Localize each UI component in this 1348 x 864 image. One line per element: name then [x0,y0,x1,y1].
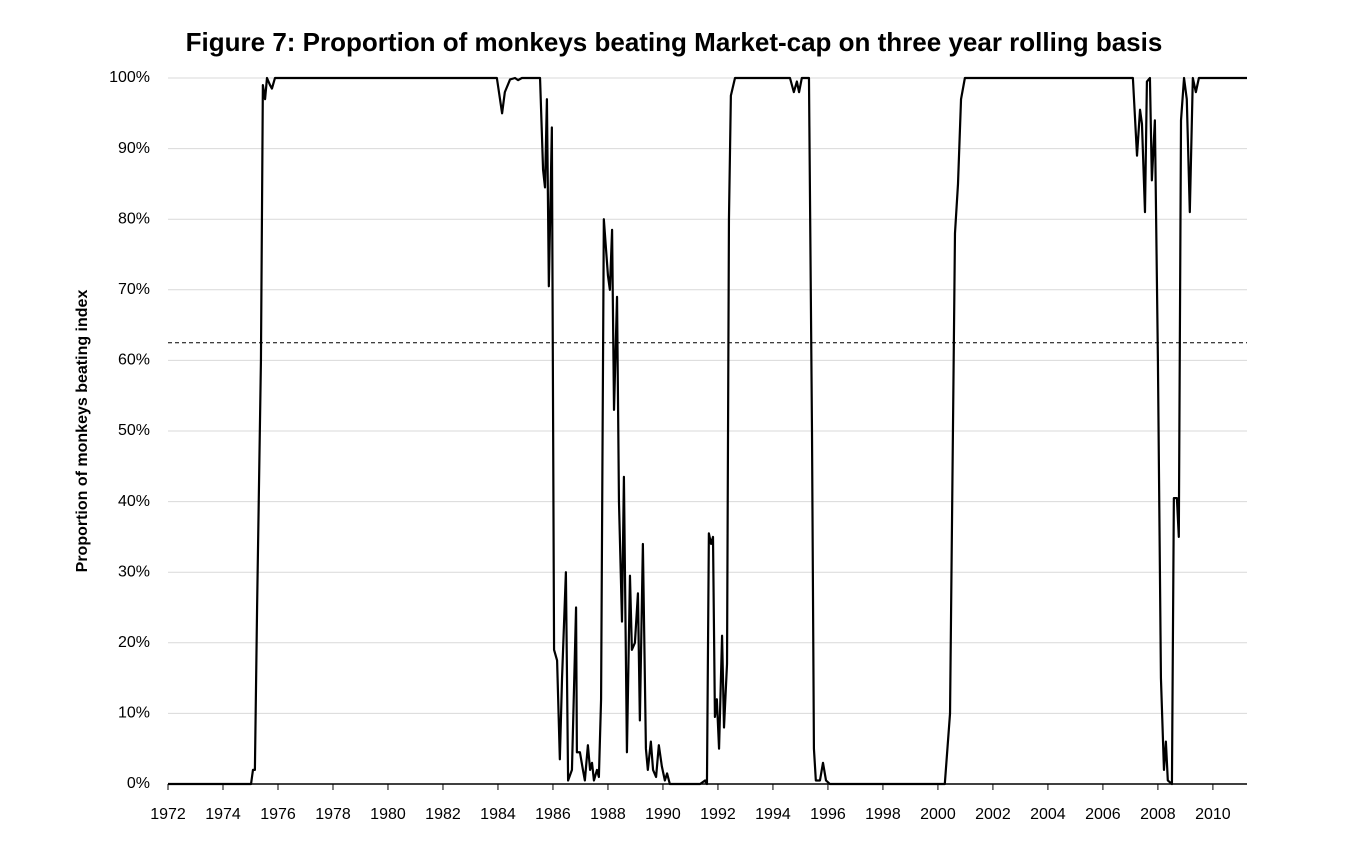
x-tick-label: 1990 [645,806,681,823]
y-tick-label: 70% [118,281,150,298]
y-tick-label: 50% [118,422,150,439]
y-tick-label: 80% [118,210,150,227]
y-tick-label: 0% [127,775,150,792]
x-tick-label: 1996 [810,806,846,823]
chart-title: Figure 7: Proportion of monkeys beating … [186,27,1163,57]
x-tick-label: 1986 [535,806,571,823]
x-tick-label: 1988 [590,806,626,823]
x-tick-label: 2008 [1140,806,1176,823]
y-tick-label: 40% [118,493,150,510]
x-tick-label: 2000 [920,806,956,823]
x-tick-label: 1994 [755,806,791,823]
y-tick-label: 60% [118,352,150,369]
series-line [168,76,1247,786]
y-tick-label: 90% [118,140,150,157]
x-tick-label: 1972 [150,806,186,823]
x-tick-label: 1992 [700,806,736,823]
x-tick-label: 2002 [975,806,1011,823]
y-tick-label: 100% [109,69,150,86]
x-tick-label: 1978 [315,806,351,823]
x-tick-label: 2004 [1030,806,1066,823]
x-tick-label: 1998 [865,806,901,823]
x-tick-label: 2010 [1195,806,1231,823]
x-tick-label: 2006 [1085,806,1121,823]
x-tick-label: 1980 [370,806,406,823]
y-tick-label: 10% [118,705,150,722]
y-tick-label: 30% [118,563,150,580]
x-tick-label: 1974 [205,806,241,823]
x-tick-label: 1976 [260,806,296,823]
y-axis-label: Proportion of monkeys beating index [74,290,91,573]
x-tick-label: 1984 [480,806,516,823]
y-tick-label: 20% [118,634,150,651]
x-tick-label: 1982 [425,806,461,823]
